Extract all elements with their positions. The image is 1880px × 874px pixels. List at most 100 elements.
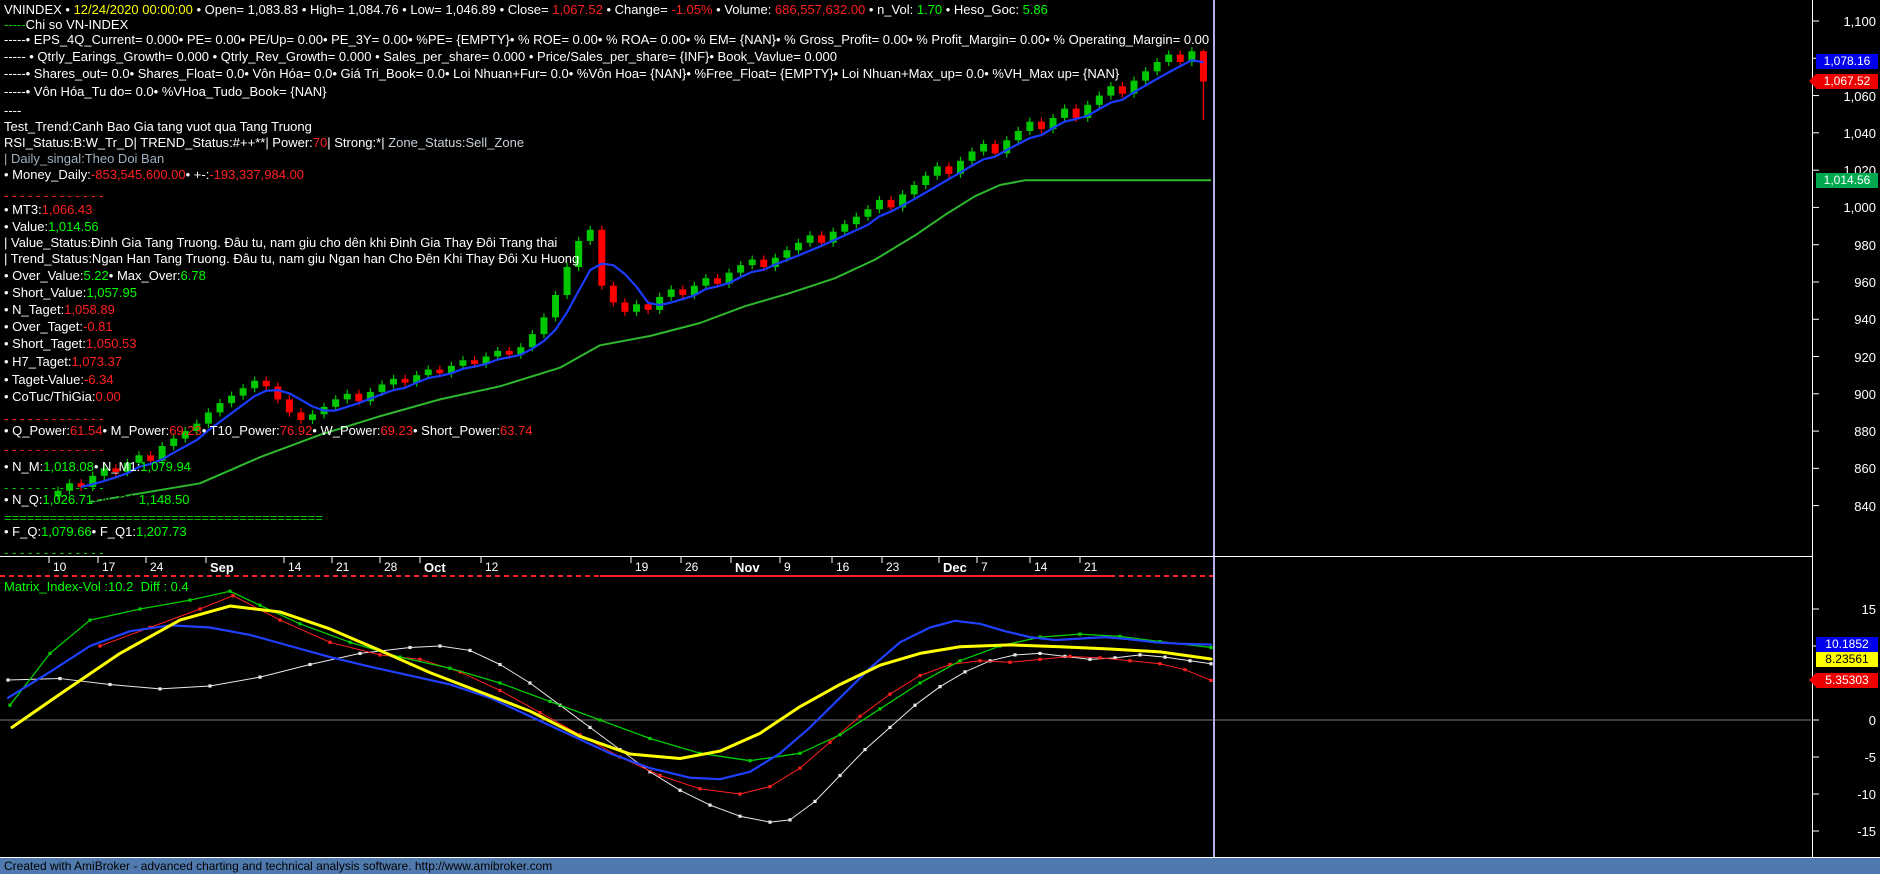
candle-body bbox=[864, 209, 872, 217]
axis-tick-label: 940 bbox=[1854, 312, 1876, 328]
overlay-text-segment: - - - - - - - - - - - - - bbox=[4, 411, 104, 426]
overlay-text-line: Test_Trend:Canh Bao Gia tang vuot qua Ta… bbox=[4, 120, 312, 134]
date-label: 19 bbox=[635, 560, 649, 574]
osc-marker bbox=[878, 707, 882, 711]
overlay-text-line: • Value:1,014.56 bbox=[4, 220, 99, 234]
candle-body bbox=[239, 388, 247, 396]
candle-body bbox=[875, 199, 883, 210]
last-value-box: 1,078.16 bbox=[1816, 54, 1878, 70]
overlay-text-segment: 1,148.50 bbox=[138, 492, 190, 507]
candle-body bbox=[1176, 54, 1184, 63]
axis-tick-label: -10 bbox=[1857, 787, 1876, 802]
osc-marker bbox=[1013, 653, 1017, 657]
last-value-box: 1,014.56 bbox=[1816, 172, 1878, 188]
candle-body bbox=[933, 166, 941, 176]
candle-body bbox=[1188, 51, 1196, 63]
osc-series-white-dotted bbox=[7, 645, 1212, 823]
last-value-box: 5.35303 bbox=[1809, 672, 1878, 688]
candle-body bbox=[841, 224, 849, 232]
overlay-text-segment: • N_M: bbox=[4, 459, 44, 474]
candle-body bbox=[702, 278, 710, 286]
osc-marker bbox=[188, 598, 192, 602]
candle-body bbox=[771, 257, 779, 268]
axis-tick-label: 880 bbox=[1854, 424, 1876, 440]
oscillator-pane-title: Matrix_Index-Vol :10.2 Diff : 0.4 bbox=[4, 579, 189, 594]
osc-marker bbox=[278, 618, 282, 622]
overlay-text-segment: | Daily_singal:Theo Doi Ban bbox=[4, 151, 165, 166]
overlay-text-segment: 1,058.89 bbox=[64, 302, 115, 317]
overlay-text-segment: ---- bbox=[4, 103, 22, 118]
osc-marker bbox=[588, 725, 592, 729]
candle-body bbox=[100, 468, 108, 476]
candle-body bbox=[332, 399, 340, 407]
overlay-text-segment: • Heso_Goc: bbox=[942, 2, 1023, 17]
candle-body bbox=[193, 423, 201, 432]
overlay-text-line: - - - - - - - - - - - - - bbox=[4, 443, 104, 457]
osc-marker bbox=[838, 733, 842, 737]
overlay-text-segment: • +-: bbox=[185, 167, 210, 182]
osc-series-green-marker bbox=[9, 590, 1212, 762]
candle-body bbox=[274, 386, 282, 400]
date-axis[interactable]: 10 17 24 Sep 14 21 28 Oct 12 19 26 Nov 9 16 23 Dec 7 14 21 bbox=[0, 558, 1812, 576]
candle-body bbox=[77, 483, 85, 487]
osc-marker bbox=[813, 799, 817, 803]
candle-body bbox=[575, 240, 583, 268]
candle-body bbox=[1142, 71, 1150, 81]
axis-tick-label: 920 bbox=[1854, 349, 1876, 365]
overlay-text-segment: • T10_Power: bbox=[201, 423, 280, 438]
osc-marker bbox=[768, 785, 772, 789]
overlay-text-segment: • F_Q1: bbox=[91, 524, 136, 539]
candle-body bbox=[505, 350, 513, 355]
candle-body bbox=[760, 259, 768, 268]
price-axis[interactable]: 1,1001,0801,0601,0401,0201,0009809609409… bbox=[1809, 0, 1880, 557]
overlay-text-segment: • Over_Value: bbox=[4, 268, 84, 283]
overlay-text-segment: -1.05% bbox=[671, 2, 713, 17]
overlay-text-segment: • Value: bbox=[4, 219, 49, 234]
overlay-text-line: -----• EPS_4Q_Current= 0.000• PE= 0.00• … bbox=[4, 33, 1209, 47]
candle-body bbox=[251, 380, 259, 389]
overlay-text-segment: • N_Taget: bbox=[4, 302, 65, 317]
overlay-text-segment: - - - - - - - - - - - - - bbox=[4, 188, 104, 203]
overlay-text-line: • N_Taget:1,058.89 bbox=[4, 303, 115, 317]
candle-body bbox=[1072, 108, 1080, 118]
osc-marker bbox=[108, 682, 112, 687]
overlay-text-segment: ----- bbox=[4, 17, 26, 32]
overlay-text-segment: • H7_Taget: bbox=[4, 354, 72, 369]
overlay-text-segment: • Taget-Value: bbox=[4, 372, 84, 387]
osc-marker bbox=[228, 589, 232, 593]
osc-marker bbox=[1078, 632, 1082, 636]
osc-marker bbox=[748, 759, 752, 763]
date-label: Dec bbox=[943, 560, 967, 575]
osc-marker bbox=[208, 684, 212, 688]
last-value-box: 8.23561 bbox=[1816, 651, 1878, 667]
overlay-text-line: • N_Q:1,026.71• N_Q1:1,148.50 bbox=[4, 493, 189, 507]
axis-tick-label: 0 bbox=[1868, 713, 1876, 728]
candle-body bbox=[598, 229, 606, 286]
overlay-text-line: RSI_Status:B:W_Tr_D| TREND_Status:#++**|… bbox=[4, 136, 524, 150]
overlay-text-segment: 6.78 bbox=[180, 268, 206, 283]
osc-marker bbox=[258, 675, 262, 679]
osc-marker bbox=[938, 685, 942, 689]
candle-body bbox=[552, 295, 560, 318]
candle-body bbox=[1130, 80, 1138, 94]
date-label: 16 bbox=[836, 560, 850, 574]
date-label: 24 bbox=[150, 560, 164, 574]
osc-marker bbox=[468, 648, 472, 653]
candle-body bbox=[922, 175, 930, 186]
candle-body bbox=[1165, 54, 1173, 63]
overlay-text-segment: 1,018.08 bbox=[43, 459, 94, 474]
axis-tick-label: 980 bbox=[1854, 237, 1876, 253]
osc-marker bbox=[913, 703, 917, 707]
osc-marker bbox=[158, 687, 162, 691]
candle-body bbox=[991, 144, 999, 154]
osc-marker bbox=[308, 662, 312, 667]
overlay-text-segment: • Volume: bbox=[712, 2, 775, 17]
osc-marker bbox=[198, 607, 202, 611]
osc-marker bbox=[498, 688, 502, 692]
candle-body bbox=[1014, 130, 1022, 141]
candle-body bbox=[447, 365, 455, 374]
overlay-text-line: • Over_Taget:-0.81 bbox=[4, 320, 113, 334]
overlay-text-segment: 5.86 bbox=[1022, 2, 1048, 17]
